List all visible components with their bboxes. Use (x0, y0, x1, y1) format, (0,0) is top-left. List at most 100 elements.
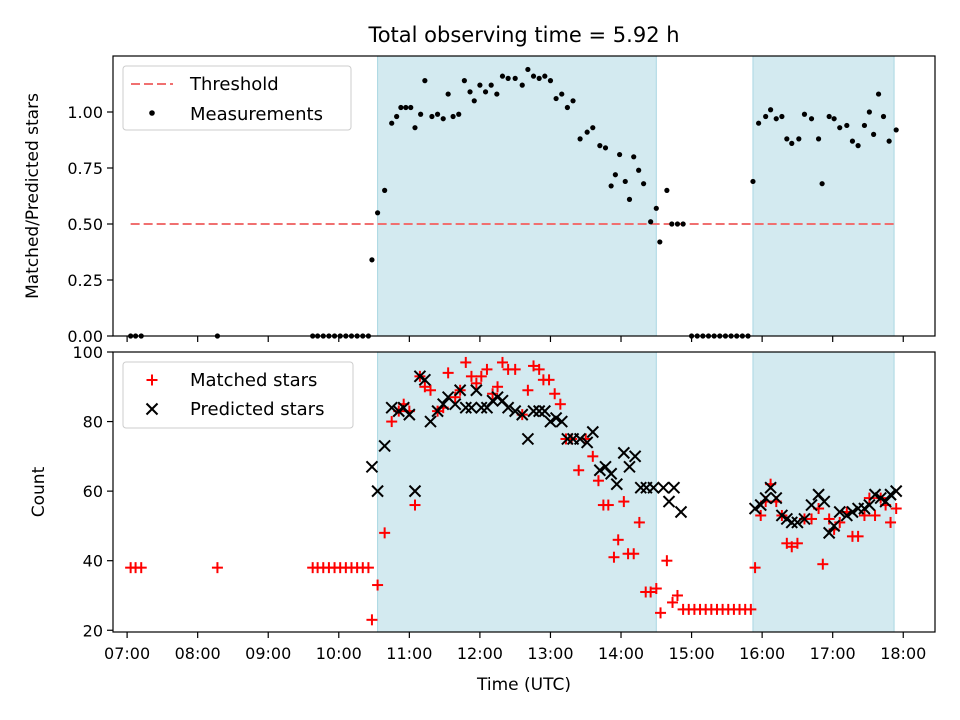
measurement-point (450, 113, 456, 120)
measurement-point (398, 104, 404, 111)
measurement-point (434, 111, 441, 117)
matched-star-point (449, 391, 461, 403)
measurement-point (488, 82, 494, 88)
measurement-point (750, 178, 756, 185)
measurement-point (440, 116, 446, 122)
measurement-point (849, 138, 856, 144)
measurement-point (461, 78, 467, 84)
predicted-star-point (516, 408, 529, 421)
measurement-point (622, 178, 628, 185)
matched-star-point (543, 374, 555, 386)
measurement-point (756, 120, 762, 126)
measurement-point (763, 113, 769, 120)
matched-star-point (549, 388, 561, 400)
predicted-star-point (378, 439, 391, 453)
matched-star-point (633, 516, 645, 528)
measurement-point (403, 104, 409, 111)
measurement-point (855, 143, 861, 149)
top-y-tick-label: 0.25 (67, 271, 103, 290)
matched-star-point (475, 370, 487, 382)
legend-measurements-swatch (149, 110, 155, 116)
matched-star-point (823, 513, 835, 525)
shaded-interval (752, 352, 895, 632)
predicted-star-point (604, 467, 618, 480)
top-legend-box (122, 65, 352, 131)
matched-star-point (211, 562, 223, 574)
measurement-point (597, 143, 603, 149)
bottom-panel: 20 40 60 80 100 07:00 08:00 09:00 10:00 11:00 12:… (29, 343, 936, 695)
measurement-point (844, 122, 850, 129)
legend-threshold-label: Threshold (189, 74, 279, 95)
predicted-star-point (418, 373, 432, 387)
matched-star-point (470, 377, 482, 389)
measurement-point (669, 221, 675, 227)
measurement-point (664, 187, 670, 193)
chart-title: Total observing time = 5.92 h (367, 23, 679, 47)
measurement-point (482, 89, 489, 95)
matched-star-point (135, 562, 147, 574)
predicted-star-point (453, 384, 467, 397)
legend-predicted-swatch (145, 402, 159, 416)
matched-star-point (362, 562, 374, 574)
matched-star-point (852, 530, 864, 542)
predicted-star-point (770, 491, 783, 505)
predicted-star-point (798, 512, 811, 526)
measurement-point (768, 107, 774, 113)
matched-star-point (667, 596, 679, 608)
predicted-star-point (538, 404, 552, 418)
top-x-ticks (126, 336, 904, 342)
x-tick-label: 13:00 (527, 644, 573, 663)
measurement-point (429, 113, 435, 120)
measurement-point (648, 219, 654, 225)
measurement-point (875, 91, 882, 97)
bottom-legend-box (122, 361, 354, 429)
matched-star-point (573, 464, 585, 476)
measurement-point (815, 136, 822, 142)
matched-star-point (425, 384, 437, 396)
x-tick-label: 17:00 (810, 644, 856, 663)
predicted-star-point (593, 464, 607, 477)
matched-star-point (587, 450, 599, 462)
x-tick-label: 14:00 (598, 644, 644, 663)
measurement-point (559, 91, 565, 97)
bottom-shaded-intervals (377, 352, 895, 632)
predicted-star-point (818, 495, 831, 508)
predicted-star-point (623, 460, 636, 473)
predicted-star-point (424, 415, 437, 428)
matched-star-point (786, 541, 798, 553)
measurement-point (626, 196, 633, 202)
measurement-point (617, 151, 623, 158)
predicted-star-point (868, 488, 882, 501)
measurement-point (584, 129, 590, 135)
legend-matched-swatch (146, 374, 158, 386)
predicted-star-point (748, 502, 762, 515)
legend-measurements-label: Measurements (190, 104, 323, 125)
measurement-point (374, 210, 381, 216)
matched-star-point (528, 360, 540, 372)
measurement-point (653, 205, 659, 211)
matched-star-point (745, 603, 757, 615)
measurement-point (608, 183, 614, 189)
measurement-point (657, 239, 663, 245)
matched-star-point (655, 607, 667, 619)
bottom-axes-frame (112, 351, 936, 633)
predicted-star-point (840, 509, 854, 522)
legend-x-marker (145, 402, 159, 416)
matched-star-point (612, 534, 624, 546)
predicted-star-point (561, 432, 574, 446)
measurement-point (408, 104, 414, 111)
x-tick-label: 12:00 (457, 644, 503, 663)
predicted-star-point (408, 484, 422, 498)
bottom-legend: Matched stars Predicted stars (122, 361, 354, 429)
measurement-point (636, 167, 642, 173)
matched-star-point (592, 475, 604, 487)
matched-star-point (409, 499, 421, 511)
predicted-star-point (437, 397, 450, 411)
predicted-star-point (544, 415, 557, 428)
measurement-point (640, 181, 647, 187)
measurement-point (456, 111, 462, 117)
matched-star-point (755, 509, 767, 521)
predicted-star-point (448, 397, 462, 411)
matched-star-point (869, 509, 881, 521)
predicted-star-point (674, 505, 688, 519)
